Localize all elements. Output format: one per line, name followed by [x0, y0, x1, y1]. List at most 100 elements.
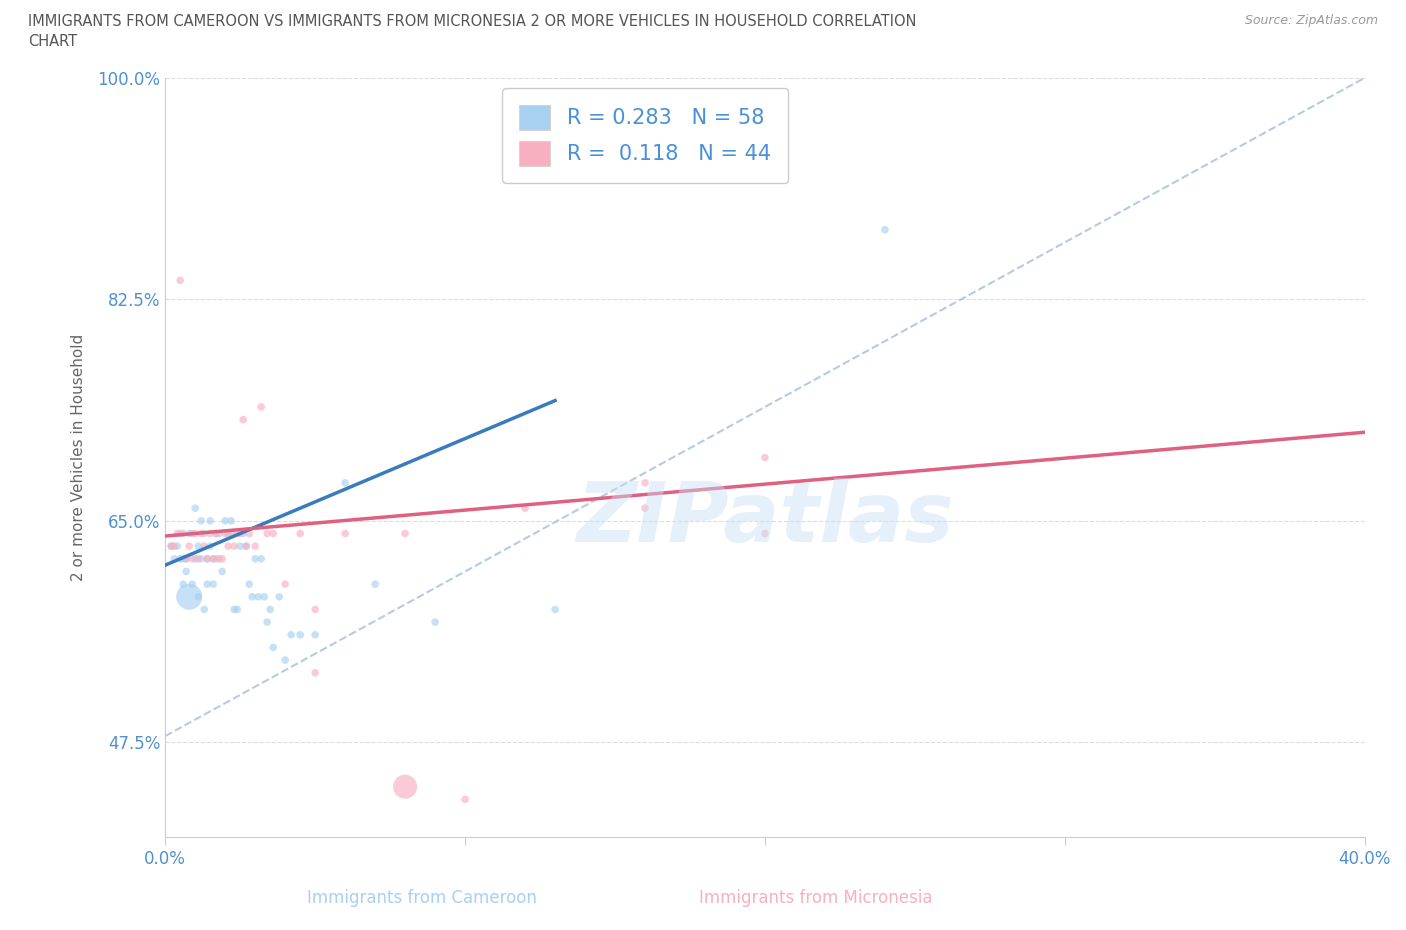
- Point: [179, 526, 201, 541]
- Point: [195, 577, 218, 591]
- Point: [250, 551, 273, 566]
- Point: [179, 590, 201, 604]
- Point: [193, 538, 215, 553]
- Point: [513, 500, 536, 515]
- Point: [394, 779, 416, 794]
- Point: [250, 400, 273, 415]
- Point: [754, 450, 776, 465]
- Point: [256, 526, 278, 541]
- Point: [193, 526, 215, 541]
- Point: [634, 500, 657, 515]
- Point: [169, 272, 191, 287]
- Point: [200, 526, 222, 541]
- Point: [163, 538, 186, 553]
- Point: [179, 538, 201, 553]
- Point: [262, 526, 284, 541]
- Point: [208, 551, 231, 566]
- Point: [208, 526, 231, 541]
- Point: [240, 590, 263, 604]
- Point: [200, 538, 222, 553]
- Point: [211, 551, 233, 566]
- Point: [169, 551, 191, 566]
- Point: [187, 538, 209, 553]
- Point: [184, 551, 207, 566]
- Point: [172, 577, 194, 591]
- Point: [184, 526, 207, 541]
- Point: [304, 665, 326, 680]
- Text: Source: ZipAtlas.com: Source: ZipAtlas.com: [1244, 14, 1378, 27]
- Point: [253, 590, 276, 604]
- Point: [195, 551, 218, 566]
- Point: [219, 526, 242, 541]
- Point: [243, 538, 266, 553]
- Point: [160, 538, 183, 553]
- Point: [238, 526, 260, 541]
- Point: [544, 602, 567, 617]
- Point: [166, 538, 188, 553]
- Point: [304, 602, 326, 617]
- Point: [190, 513, 212, 528]
- Point: [256, 615, 278, 630]
- Point: [172, 551, 194, 566]
- Point: [181, 577, 204, 591]
- Point: [235, 538, 257, 553]
- Point: [190, 551, 212, 566]
- Point: [202, 577, 225, 591]
- Point: [202, 551, 225, 566]
- Point: [202, 551, 225, 566]
- Point: [243, 551, 266, 566]
- Point: [280, 628, 302, 643]
- Point: [181, 526, 204, 541]
- Point: [232, 526, 254, 541]
- Point: [304, 628, 326, 643]
- Point: [195, 551, 218, 566]
- Point: [232, 412, 254, 427]
- Point: [226, 526, 249, 541]
- Point: [247, 590, 270, 604]
- Text: Immigrants from Micronesia: Immigrants from Micronesia: [699, 889, 932, 907]
- Point: [333, 526, 356, 541]
- Text: ZIPatlas: ZIPatlas: [576, 478, 953, 559]
- Point: [160, 538, 183, 553]
- Point: [169, 526, 191, 541]
- Point: [274, 577, 297, 591]
- Point: [214, 526, 236, 541]
- Point: [187, 590, 209, 604]
- Point: [229, 526, 252, 541]
- Point: [174, 551, 197, 566]
- Point: [187, 551, 209, 566]
- Point: [262, 640, 284, 655]
- Point: [259, 602, 281, 617]
- Point: [423, 615, 446, 630]
- Point: [166, 526, 188, 541]
- Point: [217, 526, 239, 541]
- Point: [211, 564, 233, 578]
- Point: [269, 590, 291, 604]
- Point: [184, 500, 207, 515]
- Point: [235, 538, 257, 553]
- Point: [172, 526, 194, 541]
- Point: [205, 551, 228, 566]
- Point: [219, 513, 242, 528]
- Text: Immigrants from Cameroon: Immigrants from Cameroon: [307, 889, 537, 907]
- Point: [454, 791, 477, 806]
- Text: IMMIGRANTS FROM CAMEROON VS IMMIGRANTS FROM MICRONESIA 2 OR MORE VEHICLES IN HOU: IMMIGRANTS FROM CAMEROON VS IMMIGRANTS F…: [28, 14, 917, 29]
- Text: CHART: CHART: [28, 34, 77, 49]
- Point: [364, 577, 387, 591]
- Point: [226, 602, 249, 617]
- Point: [190, 526, 212, 541]
- Point: [217, 538, 239, 553]
- Point: [634, 475, 657, 490]
- Point: [163, 551, 186, 566]
- Point: [205, 526, 228, 541]
- Point: [174, 551, 197, 566]
- Point: [214, 513, 236, 528]
- Point: [394, 526, 416, 541]
- Y-axis label: 2 or more Vehicles in Household: 2 or more Vehicles in Household: [72, 334, 86, 581]
- Point: [274, 653, 297, 668]
- Point: [754, 526, 776, 541]
- Point: [224, 602, 246, 617]
- Point: [205, 526, 228, 541]
- Point: [873, 222, 896, 237]
- Point: [288, 628, 311, 643]
